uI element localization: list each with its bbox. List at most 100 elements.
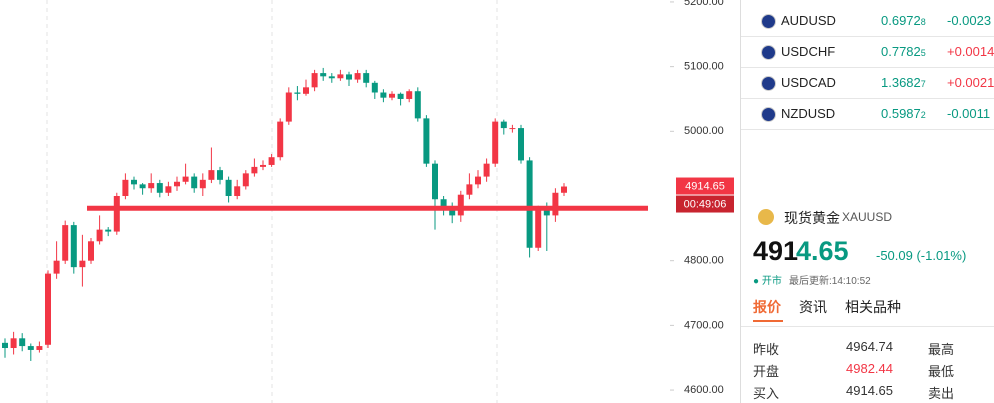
candle-body <box>346 74 352 80</box>
candlestick-chart: 4600.00 4700.00 4800.00 5000.00 5100.00 5200.… <box>2 0 741 403</box>
tab[interactable]: 相关品种 <box>845 299 901 315</box>
y-tick-label: 5000.00 <box>684 125 724 137</box>
candle-body <box>354 73 361 80</box>
price-main: 0.7782 <box>881 44 921 59</box>
candle-body <box>294 92 301 94</box>
tab[interactable]: 资讯 <box>799 299 827 315</box>
y-tick-label: 5100.00 <box>684 61 724 73</box>
quote-row[interactable]: USDCAD 1.36827 +0.0021 <box>741 67 994 99</box>
candle-body <box>62 225 69 261</box>
quote-row[interactable]: AUDUSD 0.69728 -0.0023 <box>741 5 994 37</box>
candle-body <box>337 74 344 79</box>
candle-body <box>320 73 327 77</box>
price: 0.69728 <box>881 13 926 28</box>
candle-body <box>174 181 180 187</box>
candle-body <box>449 208 456 216</box>
candle-body <box>113 196 120 232</box>
candle-body <box>45 273 51 345</box>
y-tick-label: 4700.00 <box>684 319 724 331</box>
price-tail: 4.65 <box>796 236 849 266</box>
candle-body <box>509 128 516 130</box>
price-pip: 7 <box>920 79 926 89</box>
candle-body <box>10 338 17 349</box>
quote-row[interactable]: NZDUSD 0.59872 -0.0011 <box>741 98 994 130</box>
candle-body <box>371 82 378 93</box>
candle-body <box>70 225 77 268</box>
candle-body <box>53 260 60 274</box>
candle-body <box>440 199 447 209</box>
quote-row[interactable]: USDCHF 0.77825 +0.0014 <box>741 36 994 68</box>
candle-body <box>535 208 542 248</box>
price-main: 1.3682 <box>881 75 921 90</box>
row-label: 昨收 <box>753 342 780 357</box>
symbol: NZDUSD <box>781 106 836 121</box>
candle-body <box>285 92 292 122</box>
candle-body <box>217 170 223 180</box>
candle-body <box>380 92 387 98</box>
flag-icon <box>761 107 776 122</box>
candle-body <box>457 194 464 216</box>
candle-body <box>199 179 206 189</box>
instrument-name: 现货黄金 <box>784 210 840 226</box>
price-pip: 8 <box>920 17 926 27</box>
candle-body <box>242 173 249 187</box>
row-label: 开盘 <box>753 364 780 379</box>
row-label: 买入 <box>753 386 780 401</box>
candle-body <box>543 208 550 216</box>
candle-body <box>260 164 266 167</box>
candle-body <box>561 186 567 193</box>
countdown-bg <box>676 195 734 213</box>
flag-icon <box>761 76 776 91</box>
change: +0.0014 <box>947 44 994 59</box>
candle-body <box>552 192 559 216</box>
change: -0.0011 <box>947 106 991 121</box>
candle-body <box>251 166 258 174</box>
price-lead: 491 <box>753 236 799 266</box>
candle-body <box>423 118 430 164</box>
tab[interactable]: 报价 <box>753 299 781 315</box>
candle-body <box>414 91 421 119</box>
candle-body <box>389 93 395 98</box>
candle-body <box>96 229 103 242</box>
candle-body <box>492 121 499 164</box>
candle-body <box>148 183 155 189</box>
row-label: 最低 <box>928 364 955 379</box>
price-change: -50.09 (-1.01%) <box>876 248 967 263</box>
change: +0.0021 <box>947 75 994 90</box>
row-label: 卖出 <box>928 386 955 401</box>
price: 1.36827 <box>881 75 926 90</box>
candle-body <box>36 346 43 350</box>
candle-body <box>191 176 198 189</box>
change: -0.0023 <box>947 13 992 28</box>
candle-body <box>19 338 26 347</box>
candle-body <box>311 73 318 88</box>
candle-body <box>131 179 137 185</box>
candle-body <box>182 176 189 182</box>
candle-body <box>27 346 34 350</box>
market-status: ● 开市 <box>753 276 782 287</box>
price-main: 0.6972 <box>881 13 921 28</box>
candle-body <box>406 91 413 99</box>
candle-body <box>156 183 163 193</box>
candle-body <box>328 76 335 79</box>
y-tick-label: 4600.00 <box>684 384 724 396</box>
candle-body <box>208 170 215 180</box>
flag-icon <box>761 45 776 60</box>
candle-body <box>139 184 146 189</box>
price-main: 0.5987 <box>881 106 921 121</box>
gold-icon <box>758 209 774 225</box>
candle-body <box>268 157 275 165</box>
tab-underline <box>753 320 783 322</box>
symbol: AUDUSD <box>781 13 836 28</box>
y-tick-label: 4800.00 <box>684 255 724 267</box>
price-pip: 5 <box>920 48 926 58</box>
row-value: 4982.44 <box>846 361 893 376</box>
side-panel: AUDUSD 0.69728 -0.0023 USDCHF 0.77825 +0.0014… <box>741 0 994 403</box>
price: 0.59872 <box>881 106 926 121</box>
price-label: 4914.65 <box>685 180 725 192</box>
candle-body <box>363 73 370 83</box>
candle-body <box>122 179 129 197</box>
symbol: USDCAD <box>781 75 836 90</box>
price-label-bg <box>676 177 734 195</box>
